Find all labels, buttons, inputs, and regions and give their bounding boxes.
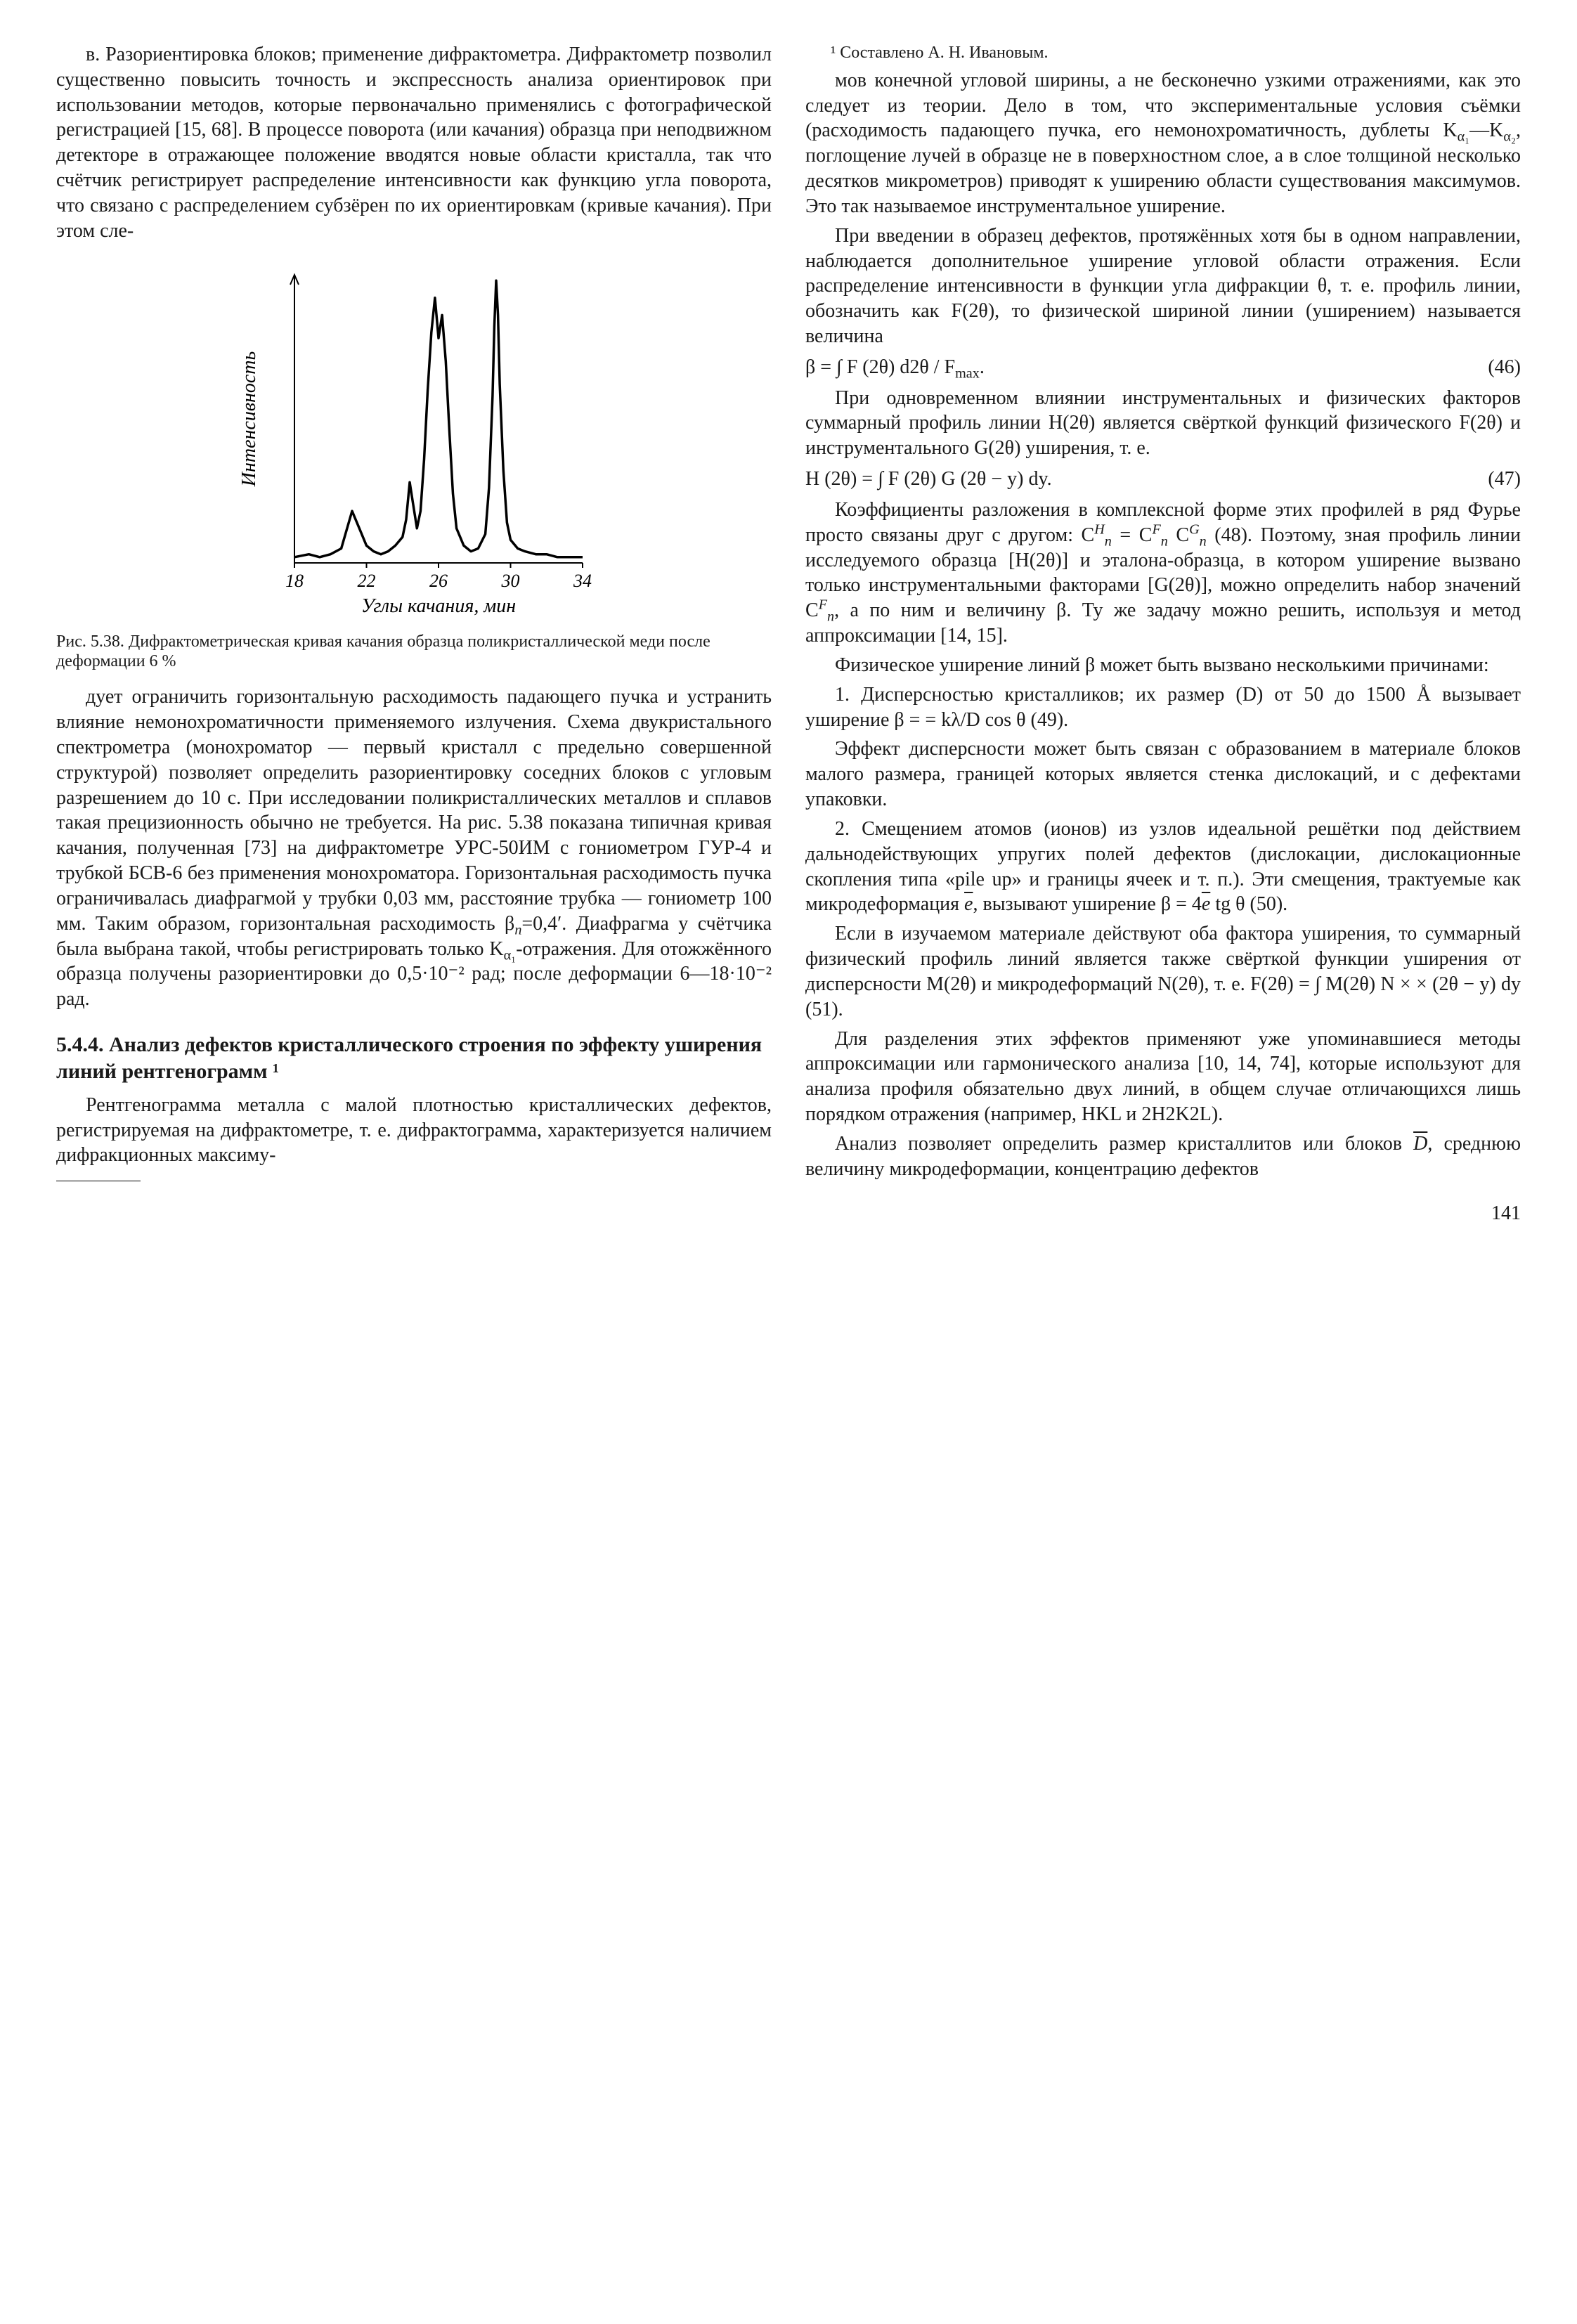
para-left-1: в. Разориентировка блоков; применение ди… — [56, 42, 772, 244]
footnote-1: ¹ Составлено А. Н. Ивановым. — [805, 42, 1521, 64]
p4e: , а по ним и величину β. Ту же задачу мо… — [805, 599, 1521, 647]
p4c: C — [1168, 524, 1189, 546]
svg-text:Интенсивность: Интенсивность — [238, 351, 260, 487]
para-right-10: Для разделения этих эффектов применяют у… — [805, 1027, 1521, 1127]
para-right-1a: мов конечной угловой ширины, а не бескон… — [805, 70, 1521, 142]
p8c: tg θ (50). — [1210, 893, 1287, 915]
p4b: = C — [1112, 524, 1153, 546]
svg-text:26: 26 — [429, 571, 448, 591]
eq46-tail: . — [980, 356, 985, 378]
equation-46-lhs: β = ∫ F (2θ) d2θ / Fmax. — [805, 355, 1475, 380]
k-alpha2: α₂ — [1503, 129, 1516, 145]
eq46-body: β = ∫ F (2θ) d2θ / F — [805, 356, 955, 378]
page-number: 141 — [56, 1202, 1521, 1225]
C-G-n: Gn — [1189, 524, 1207, 546]
equation-46: β = ∫ F (2θ) d2θ / Fmax. (46) — [805, 355, 1521, 380]
C-H-n: Hn — [1094, 524, 1112, 546]
e-bar-2: e — [1202, 893, 1210, 915]
para-left-2a: дует ограничить горизонтальную расходимо… — [56, 686, 772, 934]
p11a: Анализ позволяет определить размер крист… — [835, 1133, 1413, 1155]
svg-text:18: 18 — [285, 571, 304, 591]
equation-46-num: (46) — [1475, 355, 1521, 380]
para-right-5: Физическое уширение линий β может быть в… — [805, 653, 1521, 678]
e-bar: e — [964, 893, 973, 915]
svg-text:Углы качания, мин: Углы качания, мин — [361, 595, 516, 617]
para-right-1: мов конечной угловой ширины, а не бескон… — [805, 68, 1521, 219]
figure-caption: Рис. 5.38. Дифрактометрическая кривая ка… — [56, 632, 772, 673]
equation-47: H (2θ) = ∫ F (2θ) G (2θ − y) dy. (47) — [805, 467, 1521, 492]
svg-text:22: 22 — [358, 571, 376, 591]
k-alpha1: α₁ — [1458, 129, 1470, 145]
k-alpha1-sub: α₁ — [504, 947, 517, 963]
para-right-9: Если в изучаемом материале действуют оба… — [805, 921, 1521, 1022]
C-F-n-2: Fn — [819, 599, 834, 621]
rocking-curve-svg: 18 22 26 30 34 Интенсивность Углы качания, мин — [231, 261, 597, 626]
beta-sub-n: n — [514, 922, 521, 937]
equation-47-lhs: H (2θ) = ∫ F (2θ) G (2θ − y) dy. — [805, 467, 1475, 492]
para-right-7: Эффект дисперсности может быть связан с … — [805, 736, 1521, 812]
para-right-6: 1. Дисперсностью кристалликов; их размер… — [805, 682, 1521, 733]
para-right-11: Анализ позволяет определить размер крист… — [805, 1131, 1521, 1182]
para-right-1b: —K — [1469, 119, 1503, 141]
svg-text:30: 30 — [501, 571, 520, 591]
eq46-max: max — [955, 365, 980, 381]
p8b: , вызывают уширение β = 4 — [973, 893, 1201, 915]
para-left-3: Рентгенограмма металла с малой плотность… — [56, 1093, 772, 1168]
para-right-4: Коэффициенты разложения в комплексной фо… — [805, 498, 1521, 649]
para-right-8: 2. Смещением атомов (ионов) из узлов иде… — [805, 817, 1521, 917]
para-right-3: При одновременном влиянии инструментальн… — [805, 386, 1521, 461]
D-bar: D — [1413, 1133, 1427, 1155]
equation-47-num: (47) — [1475, 467, 1521, 492]
C-F-n: Fn — [1152, 524, 1167, 546]
para-left-2: дует ограничить горизонтальную расходимо… — [56, 684, 772, 1012]
figure-5-38: 18 22 26 30 34 Интенсивность Углы качания, мин… — [56, 261, 772, 673]
para-right-2: При введении в образец дефектов, протяжё… — [805, 223, 1521, 349]
page-columns: в. Разориентировка блоков; применение ди… — [56, 42, 1521, 1186]
section-5-4-4-title: 5.4.4. Анализ дефектов кристаллического … — [56, 1032, 772, 1086]
svg-text:34: 34 — [573, 571, 592, 591]
